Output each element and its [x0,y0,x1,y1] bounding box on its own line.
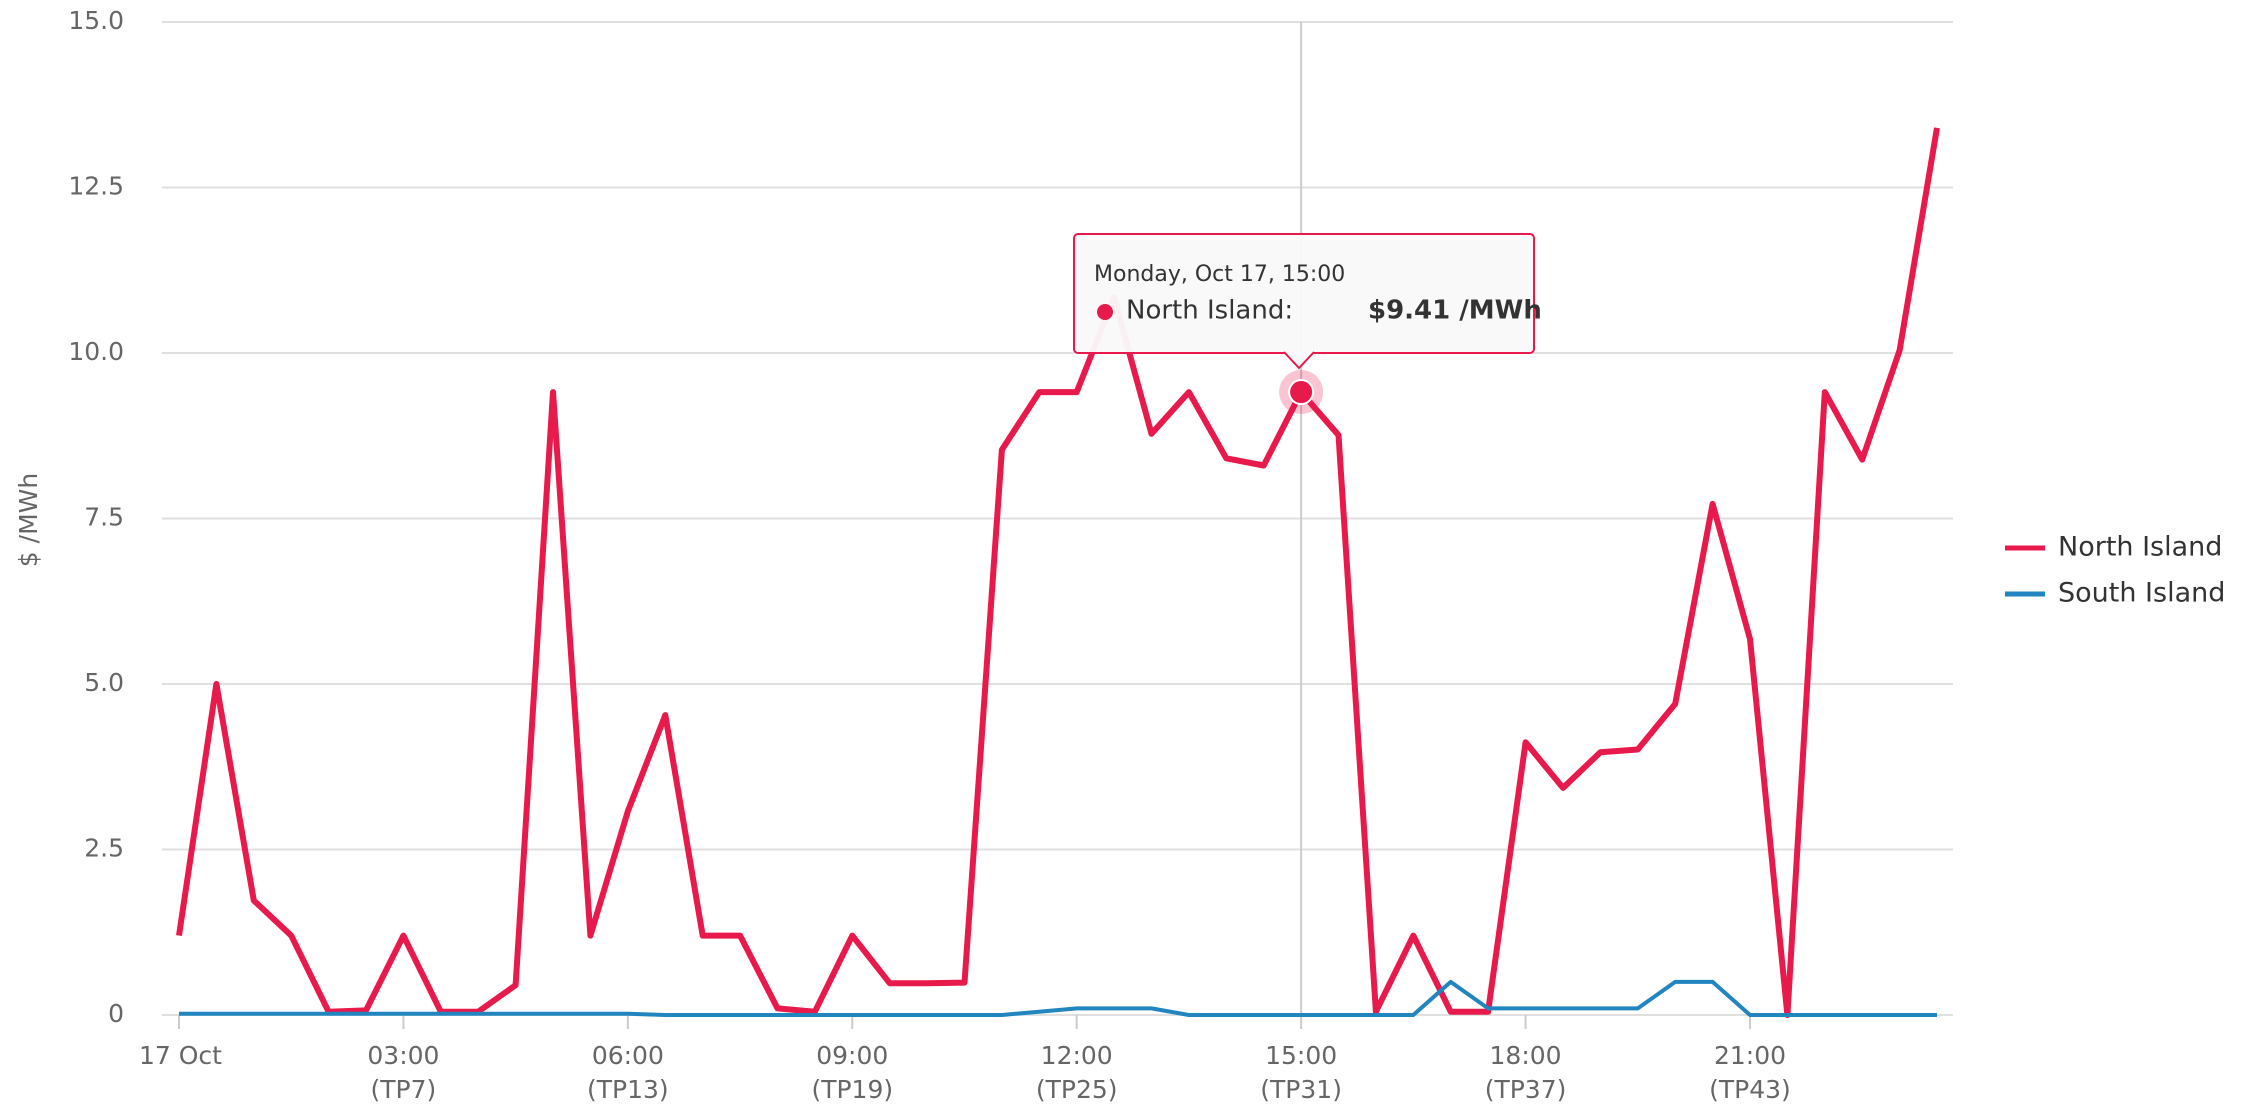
y-tick-label: 5.0 [84,668,124,697]
tooltip-title: Monday, Oct 17, 15:00 [1094,262,1345,287]
grid: 0 2.5 5.0 7.5 10.0 12.5 15.0 17 Oct 03:00 (TP7) 06… [68,6,1953,1104]
x-tick-sublabel: (TP31) [1260,1075,1342,1104]
tooltip-box [1073,233,1535,354]
y-tick-label: 2.5 [84,834,124,863]
legend[interactable]: North Island South Island [2005,532,2225,609]
hover-point [1288,379,1315,406]
x-tick-label: 03:00 [367,1041,439,1070]
tooltip-marker [1097,304,1113,320]
y-tick-label: 10.0 [68,337,124,366]
x-tick-sublabel: (TP37) [1485,1075,1567,1104]
tooltip: Monday, Oct 17, 15:00 North Island: $9.4… [1073,233,1542,370]
x-tick-sublabel: (TP25) [1036,1075,1118,1104]
plot [176,127,1940,1018]
x-tick-label: 12:00 [1041,1041,1113,1070]
x-tick-label: 09:00 [816,1041,888,1070]
y-tick-label: 7.5 [84,503,124,532]
legend-label[interactable]: South Island [2058,578,2225,609]
x-tick-label: 15:00 [1265,1041,1337,1070]
y-axis-label: $ /MWh [14,473,43,567]
x-tick-sublabel: (TP43) [1709,1075,1791,1104]
x-tick-label: 18:00 [1490,1041,1562,1070]
x-tick-sublabel: (TP19) [811,1075,893,1104]
x-tick-label: 06:00 [592,1041,664,1070]
tooltip-label: North Island: [1126,296,1293,326]
tooltip-pointer [1283,351,1315,370]
x-tick-label: 17 Oct [139,1041,222,1070]
y-tick-label: 0 [108,999,124,1028]
tooltip-value: $9.41 /MWh [1368,296,1542,326]
x-tick-sublabel: (TP13) [587,1075,669,1104]
series-line [176,127,1940,1018]
x-tick-sublabel: (TP7) [371,1075,437,1104]
x-tick-label: 21:00 [1714,1041,1786,1070]
legend-label[interactable]: North Island [2058,532,2222,563]
series-line [179,979,1937,1017]
y-tick-label: 15.0 [68,6,124,35]
y-tick-label: 12.5 [68,172,124,201]
